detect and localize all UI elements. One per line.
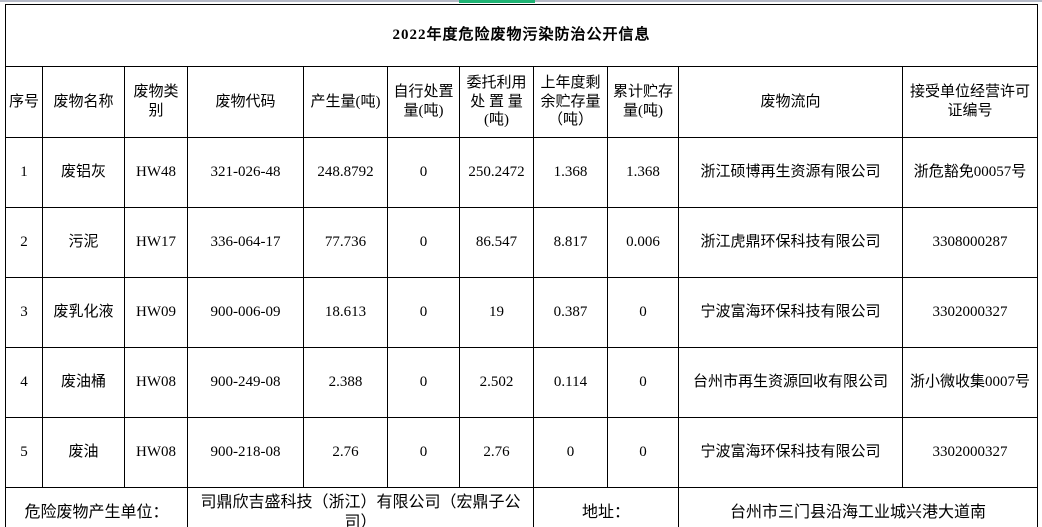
cell-waste-category: HW08 [124, 417, 188, 488]
cell-cumulative: 1.368 [607, 137, 679, 208]
producer-label: 危险废物产生单位： [5, 487, 188, 527]
cell-waste-name: 废油桶 [42, 347, 125, 418]
cell-produced: 77.736 [303, 207, 388, 278]
cell-self-disposed: 0 [387, 347, 460, 418]
col-header-waste-category: 废物类 别 [124, 66, 188, 138]
cell-waste-code: 900-006-09 [187, 277, 304, 348]
cell-permit: 3308000287 [901, 207, 1039, 278]
cell-waste-name: 废铝灰 [42, 137, 125, 208]
cell-waste-code: 321-026-48 [187, 137, 304, 208]
cell-entrusted: 86.547 [459, 207, 534, 278]
cell-waste-category: HW17 [124, 207, 188, 278]
cell-prev-storage: 0 [533, 417, 608, 488]
cell-waste-name: 废乳化液 [42, 277, 125, 348]
table-footer-row: 危险废物产生单位： 司鼎欣吉盛科技（浙江）有限公司（宏鼎子公司） 地址： 台州市… [5, 487, 1039, 527]
cell-self-disposed: 0 [387, 137, 460, 208]
table-row: 5 废油 HW08 900-218-08 2.76 0 2.76 0 0 宁波富… [5, 417, 1039, 488]
cell-entrusted: 2.76 [459, 417, 534, 488]
cell-entrusted: 19 [459, 277, 534, 348]
cell-waste-category: HW48 [124, 137, 188, 208]
cell-seq: 1 [5, 137, 43, 208]
col-header-entrusted: 委托利用 处 置 量 (吨) [459, 66, 534, 138]
cell-entrusted: 2.502 [459, 347, 534, 418]
col-header-waste-name: 废物名称 [42, 66, 125, 138]
table-row: 4 废油桶 HW08 900-249-08 2.388 0 2.502 0.11… [5, 347, 1039, 418]
cell-self-disposed: 0 [387, 207, 460, 278]
cell-self-disposed: 0 [387, 277, 460, 348]
cell-waste-category: HW09 [124, 277, 188, 348]
cell-produced: 248.8792 [303, 137, 388, 208]
cell-flow: 宁波富海环保科技有限公司 [678, 417, 903, 488]
cell-waste-name: 废油 [42, 417, 125, 488]
col-header-flow: 废物流向 [678, 66, 903, 138]
cell-prev-storage: 0.387 [533, 277, 608, 348]
cell-permit: 3302000327 [901, 417, 1039, 488]
cell-entrusted: 250.2472 [459, 137, 534, 208]
cell-seq: 4 [5, 347, 43, 418]
col-header-prev-storage: 上年度剩 余贮存量 （吨） [533, 66, 608, 138]
cell-flow: 宁波富海环保科技有限公司 [678, 277, 903, 348]
cell-prev-storage: 1.368 [533, 137, 608, 208]
cell-seq: 5 [5, 417, 43, 488]
cell-permit: 3302000327 [901, 277, 1039, 348]
cell-prev-storage: 0.114 [533, 347, 608, 418]
hazardous-waste-table: 2022年度危险废物污染防治公开信息 序号 废物名称 废物类 别 废物代码 产生… [4, 4, 1039, 527]
page-title: 2022年度危险废物污染防治公开信息 [4, 4, 1039, 67]
cell-produced: 2.76 [303, 417, 388, 488]
table-header-row: 序号 废物名称 废物类 别 废物代码 产生量(吨) 自行处置 量(吨) 委托利用… [5, 66, 1039, 138]
address-label: 地址： [533, 487, 679, 527]
col-header-cumulative: 累计贮存 量(吨) [607, 66, 679, 138]
cell-flow: 浙江虎鼎环保科技有限公司 [678, 207, 903, 278]
cell-permit: 浙危豁免00057号 [901, 137, 1039, 208]
cell-flow: 浙江硕博再生资源有限公司 [678, 137, 903, 208]
address-value: 台州市三门县沿海工业城兴港大道南 [677, 487, 1039, 527]
cell-self-disposed: 0 [387, 417, 460, 488]
cell-cumulative: 0.006 [607, 207, 679, 278]
cell-waste-category: HW08 [124, 347, 188, 418]
cell-seq: 3 [5, 277, 43, 348]
title-row: 2022年度危险废物污染防治公开信息 [4, 4, 1039, 67]
col-header-seq: 序号 [5, 66, 43, 138]
window-top-accent-bar [459, 0, 535, 3]
cell-cumulative: 0 [607, 347, 679, 418]
col-header-self-disposed: 自行处置 量(吨) [387, 66, 460, 138]
table-row: 1 废铝灰 HW48 321-026-48 248.8792 0 250.247… [5, 137, 1039, 208]
cell-cumulative: 0 [607, 277, 679, 348]
cell-produced: 2.388 [303, 347, 388, 418]
cell-waste-code: 900-249-08 [187, 347, 304, 418]
table-row: 2 污泥 HW17 336-064-17 77.736 0 86.547 8.8… [5, 207, 1039, 278]
cell-waste-name: 污泥 [42, 207, 125, 278]
cell-waste-code: 336-064-17 [187, 207, 304, 278]
col-header-permit: 接受单位经营许可 证编号 [901, 66, 1039, 138]
cell-waste-code: 900-218-08 [187, 417, 304, 488]
col-header-produced: 产生量(吨) [303, 66, 388, 138]
cell-cumulative: 0 [607, 417, 679, 488]
col-header-waste-code: 废物代码 [187, 66, 304, 138]
cell-seq: 2 [5, 207, 43, 278]
cell-prev-storage: 8.817 [533, 207, 608, 278]
cell-permit: 浙小微收集0007号 [901, 347, 1039, 418]
table-row: 3 废乳化液 HW09 900-006-09 18.613 0 19 0.387… [5, 277, 1039, 348]
cell-produced: 18.613 [303, 277, 388, 348]
producer-value: 司鼎欣吉盛科技（浙江）有限公司（宏鼎子公司） [187, 487, 534, 527]
cell-flow: 台州市再生资源回收有限公司 [678, 347, 903, 418]
